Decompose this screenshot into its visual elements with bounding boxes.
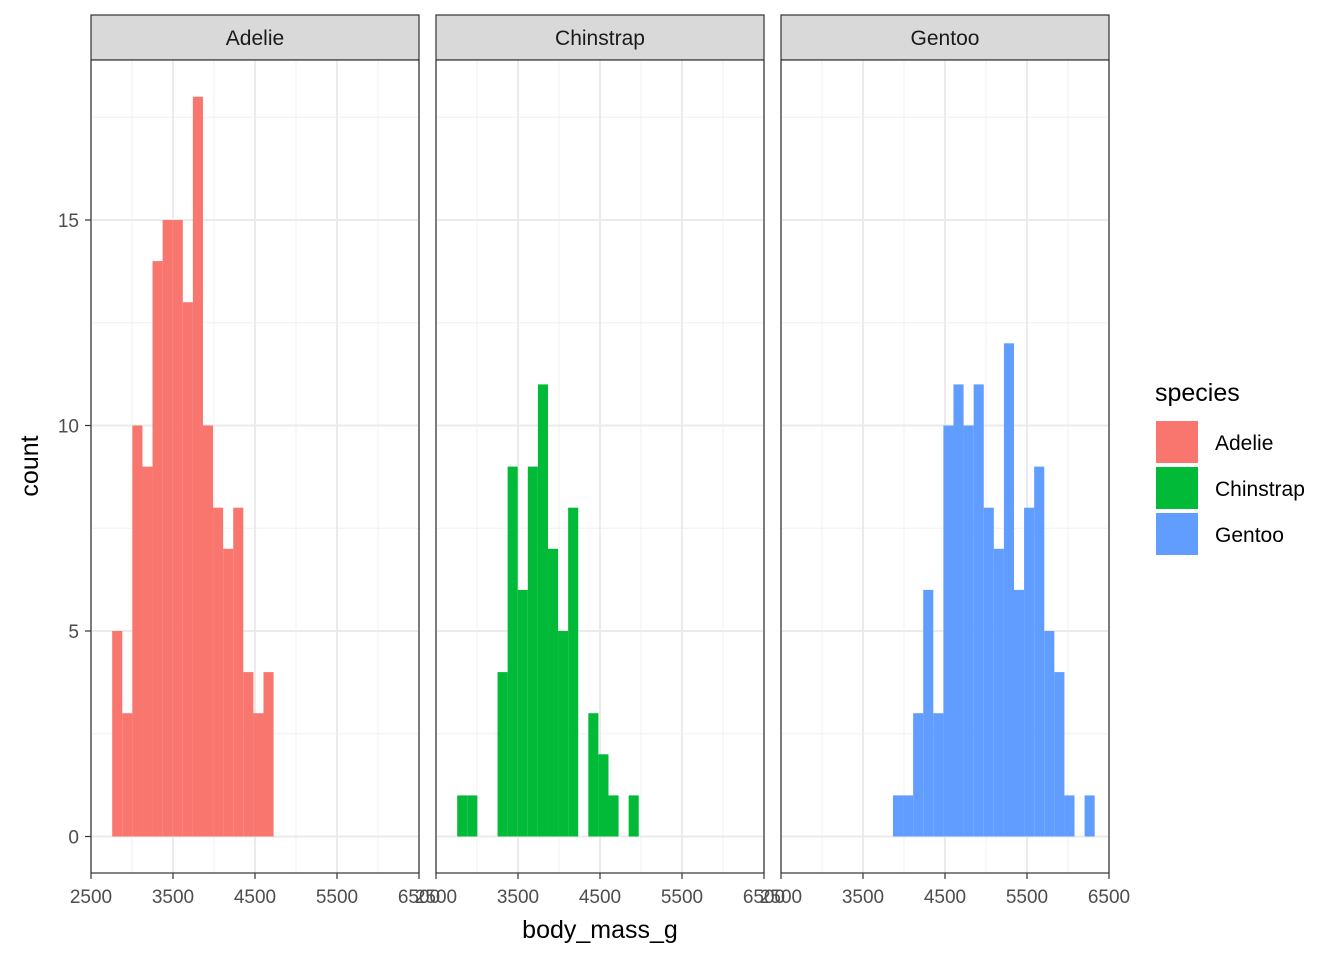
facet-panel-chinstrap: Chinstrap 2500 3500 4500 5500 6500 bbox=[415, 14, 785, 908]
histogram-bar bbox=[537, 384, 548, 837]
histogram-bar bbox=[243, 672, 254, 837]
histogram-bar bbox=[172, 220, 183, 837]
facet-strip-label: Chinstrap bbox=[555, 27, 645, 50]
histogram-bar bbox=[162, 220, 173, 837]
histogram-bar bbox=[568, 507, 579, 837]
legend-key-gentoo bbox=[1156, 513, 1198, 555]
x-tick-label: 2500 bbox=[70, 887, 112, 908]
facet-strip bbox=[780, 14, 1110, 61]
x-tick-label: 4500 bbox=[579, 887, 621, 908]
histogram-bar bbox=[963, 425, 974, 837]
histogram-bar bbox=[588, 713, 599, 837]
histogram-bar bbox=[457, 795, 468, 837]
legend-title: species bbox=[1155, 379, 1240, 407]
legend-label-gentoo: Gentoo bbox=[1215, 524, 1284, 547]
facet-panel-gentoo: Gentoo 2500 3500 4500 5500 6500 bbox=[760, 14, 1130, 908]
x-tick-label: 3500 bbox=[152, 887, 194, 908]
histogram-bar bbox=[1054, 672, 1065, 837]
histogram-bar bbox=[142, 466, 153, 837]
histogram-bar bbox=[112, 631, 123, 837]
histogram-bar bbox=[983, 507, 994, 837]
histogram-bar bbox=[1044, 631, 1055, 837]
y-tick-label: 5 bbox=[68, 622, 79, 643]
histogram-bar bbox=[192, 96, 203, 837]
facet-strip-label: Gentoo bbox=[911, 27, 980, 50]
facet-panel-adelie: Adelie 2500 3500 4500 5500 6500 0 5 10 15 bbox=[58, 14, 440, 908]
histogram-bar bbox=[132, 425, 143, 837]
x-tick-label: 2500 bbox=[760, 887, 802, 908]
legend-label-adelie: Adelie bbox=[1215, 432, 1273, 455]
histogram-bar bbox=[152, 261, 163, 837]
histogram-bar bbox=[608, 795, 619, 837]
histogram-bar bbox=[213, 507, 224, 837]
facet-strip bbox=[435, 14, 765, 61]
histogram-bar bbox=[973, 384, 984, 837]
histogram-bar bbox=[547, 548, 559, 837]
histogram-bar bbox=[507, 466, 518, 837]
histogram-bar bbox=[1003, 343, 1015, 837]
x-tick-label: 5500 bbox=[661, 887, 703, 908]
histogram-bar bbox=[517, 589, 528, 837]
x-tick-label: 6500 bbox=[743, 887, 785, 908]
histogram-bar bbox=[892, 795, 904, 837]
histogram-bar bbox=[223, 548, 234, 837]
histogram-bar bbox=[628, 795, 639, 837]
x-tick-label: 5500 bbox=[1006, 887, 1048, 908]
x-tick-label: 4500 bbox=[924, 887, 966, 908]
histogram-bar bbox=[1084, 795, 1095, 837]
histogram-bar bbox=[993, 548, 1004, 837]
x-tick-label: 2500 bbox=[415, 887, 457, 908]
histogram-bar bbox=[253, 713, 264, 837]
histogram-bar bbox=[558, 631, 569, 837]
legend-label-chinstrap: Chinstrap bbox=[1215, 478, 1305, 501]
legend-key-adelie bbox=[1156, 421, 1198, 463]
histogram-bar bbox=[903, 795, 914, 837]
facet-strip bbox=[90, 14, 420, 61]
histogram-bar bbox=[1034, 466, 1045, 837]
histogram-bar bbox=[497, 672, 508, 837]
legend-key-chinstrap bbox=[1156, 467, 1198, 509]
histogram-bar bbox=[943, 425, 954, 837]
y-tick-label: 10 bbox=[58, 417, 79, 438]
x-tick-label: 3500 bbox=[842, 887, 884, 908]
histogram-bar bbox=[233, 507, 244, 837]
y-axis-title: count bbox=[16, 435, 44, 496]
histogram-bar bbox=[182, 302, 193, 837]
x-axis-title: body_mass_g bbox=[522, 916, 678, 944]
histogram-bar bbox=[598, 754, 609, 837]
x-tick-label: 3500 bbox=[497, 887, 539, 908]
histogram-bar bbox=[527, 466, 538, 837]
facet-panels: Adelie 2500 3500 4500 5500 6500 0 5 10 15 Chinstra… bbox=[58, 14, 1130, 908]
y-tick-label: 0 bbox=[68, 828, 79, 849]
histogram-bar bbox=[1024, 507, 1035, 837]
histogram-bar bbox=[1014, 589, 1025, 837]
x-tick-label: 6500 bbox=[398, 887, 440, 908]
histogram-bar bbox=[923, 589, 934, 837]
facet-strip-label: Adelie bbox=[226, 27, 284, 50]
y-tick-label: 15 bbox=[58, 211, 79, 232]
legend: species Adelie Chinstrap Gentoo bbox=[1155, 379, 1305, 555]
histogram-bar bbox=[122, 713, 133, 837]
histogram-bar bbox=[202, 425, 214, 837]
histogram-bar bbox=[1064, 795, 1075, 837]
histogram-bar bbox=[953, 384, 964, 837]
histogram-bar bbox=[467, 795, 478, 837]
histogram-bar bbox=[933, 713, 944, 837]
x-tick-label: 4500 bbox=[234, 887, 276, 908]
x-tick-label: 6500 bbox=[1088, 887, 1130, 908]
x-tick-label: 5500 bbox=[316, 887, 358, 908]
histogram-bar bbox=[913, 713, 924, 837]
histogram-bar bbox=[263, 672, 274, 837]
